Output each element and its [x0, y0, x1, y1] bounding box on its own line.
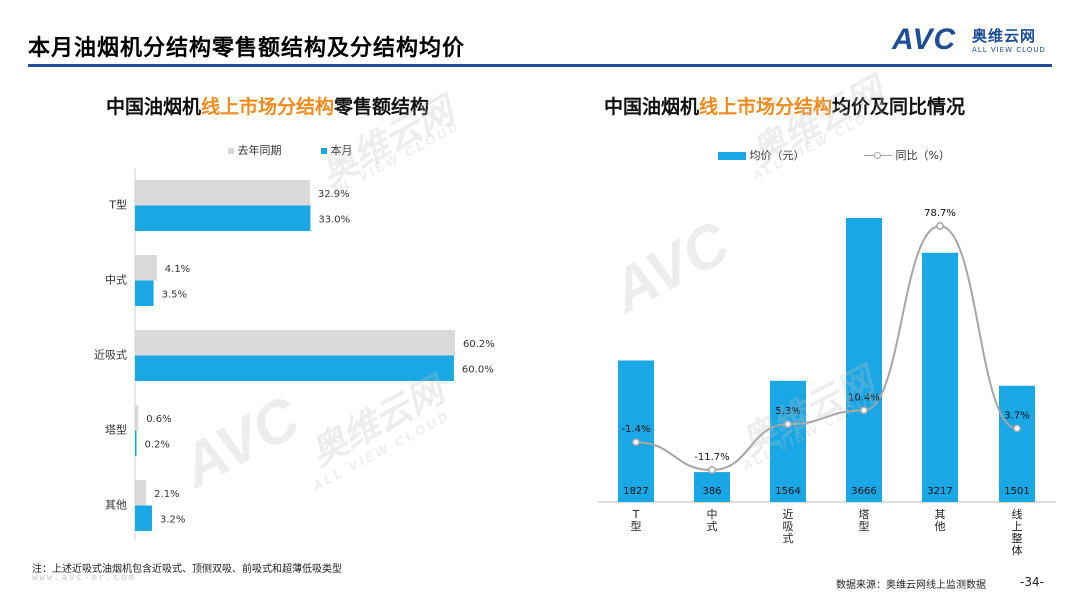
bar-thismonth [135, 205, 311, 231]
right-chart-title: 中国油烟机线上市场分结构均价及同比情况 [604, 92, 965, 119]
page-number: -34- [1020, 575, 1044, 589]
bar-lastyear [135, 255, 157, 281]
price-bar [770, 380, 806, 502]
bar-thismonth [135, 505, 153, 531]
bar-thismonth [135, 430, 137, 456]
price-label: 386 [702, 486, 721, 497]
data-label: 3.2% [160, 514, 185, 525]
data-label: 33.0% [318, 214, 350, 225]
left-chart-legend: 去年同期 本月 [228, 142, 353, 158]
header: 本月油烟机分结构零售额结构及分结构均价 AVC 奥维云网 ALL VIEW CL… [0, 0, 1080, 70]
data-label: 4.1% [165, 264, 190, 275]
website-watermark: www.avc-mr.com [32, 573, 136, 583]
yoy-label: 78.7% [924, 208, 956, 219]
right-chart-legend: 均价（元） 同比（%） [718, 147, 950, 163]
page-title: 本月油烟机分结构零售额结构及分结构均价 [28, 36, 466, 61]
x-tick-label: 近吸式 [783, 508, 794, 545]
x-tick-label: 线上整体 [1012, 507, 1023, 557]
y-tick-label: 近吸式 [94, 349, 127, 362]
legend-swatch-lastyear [228, 148, 234, 154]
bar-lastyear [135, 405, 139, 431]
yoy-point [860, 406, 868, 415]
price-bar [846, 218, 882, 502]
left-title-part-3: 零售额结构 [334, 96, 430, 118]
bar-lastyear [135, 180, 310, 206]
yoy-label: -1.4% [621, 424, 650, 435]
yoy-label: 10.4% [848, 392, 880, 403]
price-label: 1827 [623, 486, 648, 497]
yoy-point [632, 438, 640, 447]
y-tick-label: 中式 [105, 274, 127, 287]
data-source: 数据来源：奥维云网线上监测数据 [836, 580, 986, 591]
data-label: 0.2% [145, 439, 170, 450]
title-divider [28, 64, 1052, 67]
data-label: 3.5% [162, 289, 187, 300]
right-title-part-3: 均价及同比情况 [832, 96, 966, 118]
bar-thismonth [135, 355, 454, 381]
data-label: 32.9% [318, 189, 350, 200]
price-bar [922, 252, 958, 502]
yoy-label: 5.3% [775, 406, 800, 417]
price-bar [694, 472, 730, 502]
x-tick-label: 塔型 [859, 508, 870, 533]
legend-label-thismonth: 本月 [330, 144, 353, 157]
yoy-point [1013, 424, 1021, 433]
logo-en-text: ALL VIEW CLOUD [972, 46, 1046, 54]
legend-swatch-price [718, 152, 746, 160]
bar-thismonth [135, 280, 154, 306]
yoy-point [784, 420, 792, 429]
yoy-line [635, 224, 1018, 472]
data-label: 0.6% [146, 414, 171, 425]
left-title-part-1: 中国油烟机 [106, 96, 202, 118]
logo-mark: AVC [892, 23, 957, 56]
price-bar [618, 360, 654, 502]
price-bar [999, 385, 1035, 502]
y-tick-label: 塔型 [105, 423, 127, 437]
legend-label-price: 均价（元） [749, 149, 805, 162]
yoy-point [936, 222, 944, 230]
yoy-point [708, 466, 716, 474]
legend-label-lastyear: 去年同期 [237, 144, 282, 157]
right-title-part-1: 中国油烟机 [604, 96, 700, 118]
left-chart-title: 中国油烟机线上市场分结构零售额结构 [106, 92, 429, 119]
legend-swatch-yoy [864, 152, 892, 160]
data-label: 60.2% [463, 339, 495, 350]
legend-swatch-thismonth [321, 148, 327, 154]
bar-lastyear [135, 480, 147, 506]
logo-cn-text: 奥维云网 [972, 27, 1037, 45]
y-tick-label: 其他 [105, 499, 127, 512]
yoy-label: -11.7% [694, 452, 729, 463]
left-title-part-2: 线上市场分结构 [201, 96, 335, 118]
data-label: 2.1% [154, 489, 179, 500]
right-title-part-2: 线上市场分结构 [699, 96, 833, 118]
price-label: 1564 [775, 486, 800, 497]
data-label: 60.0% [462, 364, 494, 375]
footnote: 注：上述近吸式油烟机包含近吸式、顶侧双吸、前吸式和超薄低吸类型 [32, 564, 342, 575]
price-label: 3666 [851, 486, 876, 497]
y-tick-label: T型 [108, 198, 127, 212]
avc-logo: AVC 奥维云网 ALL VIEW CLOUD [892, 24, 1062, 58]
price-label: 1501 [1004, 486, 1029, 497]
x-tick-label: 其他 [935, 508, 946, 533]
bar-lastyear [135, 330, 455, 356]
legend-label-yoy: 同比（%） [895, 149, 950, 162]
price-label: 3217 [927, 486, 952, 497]
yoy-label: 3.7% [1004, 410, 1029, 421]
x-tick-label: 中式 [707, 508, 718, 533]
